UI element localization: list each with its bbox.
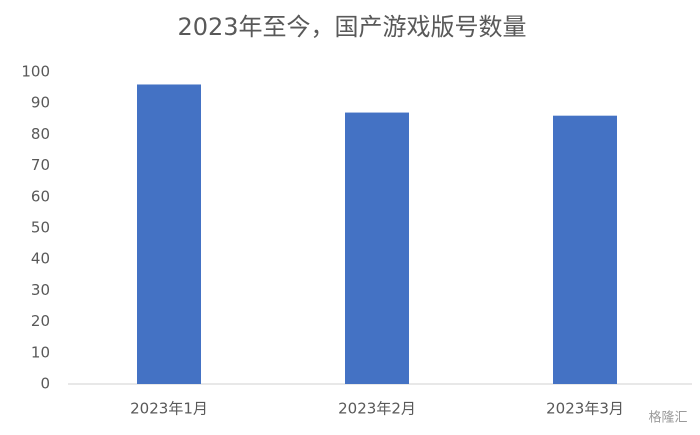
- chart-title: 2023年至今，国产游戏版号数量: [177, 13, 526, 41]
- y-tick-label: 60: [31, 187, 50, 205]
- watermark: 格隆汇: [648, 410, 687, 426]
- bar: [137, 84, 201, 384]
- y-tick-label: 40: [31, 250, 50, 268]
- bar: [553, 115, 617, 385]
- x-tick-label: 2023年1月: [130, 400, 208, 418]
- y-tick-label: 100: [21, 63, 50, 81]
- y-tick-label: 70: [31, 156, 50, 174]
- x-tick-label: 2023年3月: [546, 400, 624, 418]
- y-tick-label: 30: [31, 281, 50, 299]
- y-tick-label: 90: [31, 94, 50, 112]
- x-tick-label: 2023年2月: [338, 400, 416, 418]
- y-tick-label: 50: [31, 219, 50, 237]
- y-tick-label: 10: [31, 343, 50, 361]
- y-tick-label: 20: [31, 312, 50, 330]
- bar: [345, 112, 409, 384]
- y-tick-label: 0: [40, 375, 50, 393]
- y-tick-label: 80: [31, 125, 50, 143]
